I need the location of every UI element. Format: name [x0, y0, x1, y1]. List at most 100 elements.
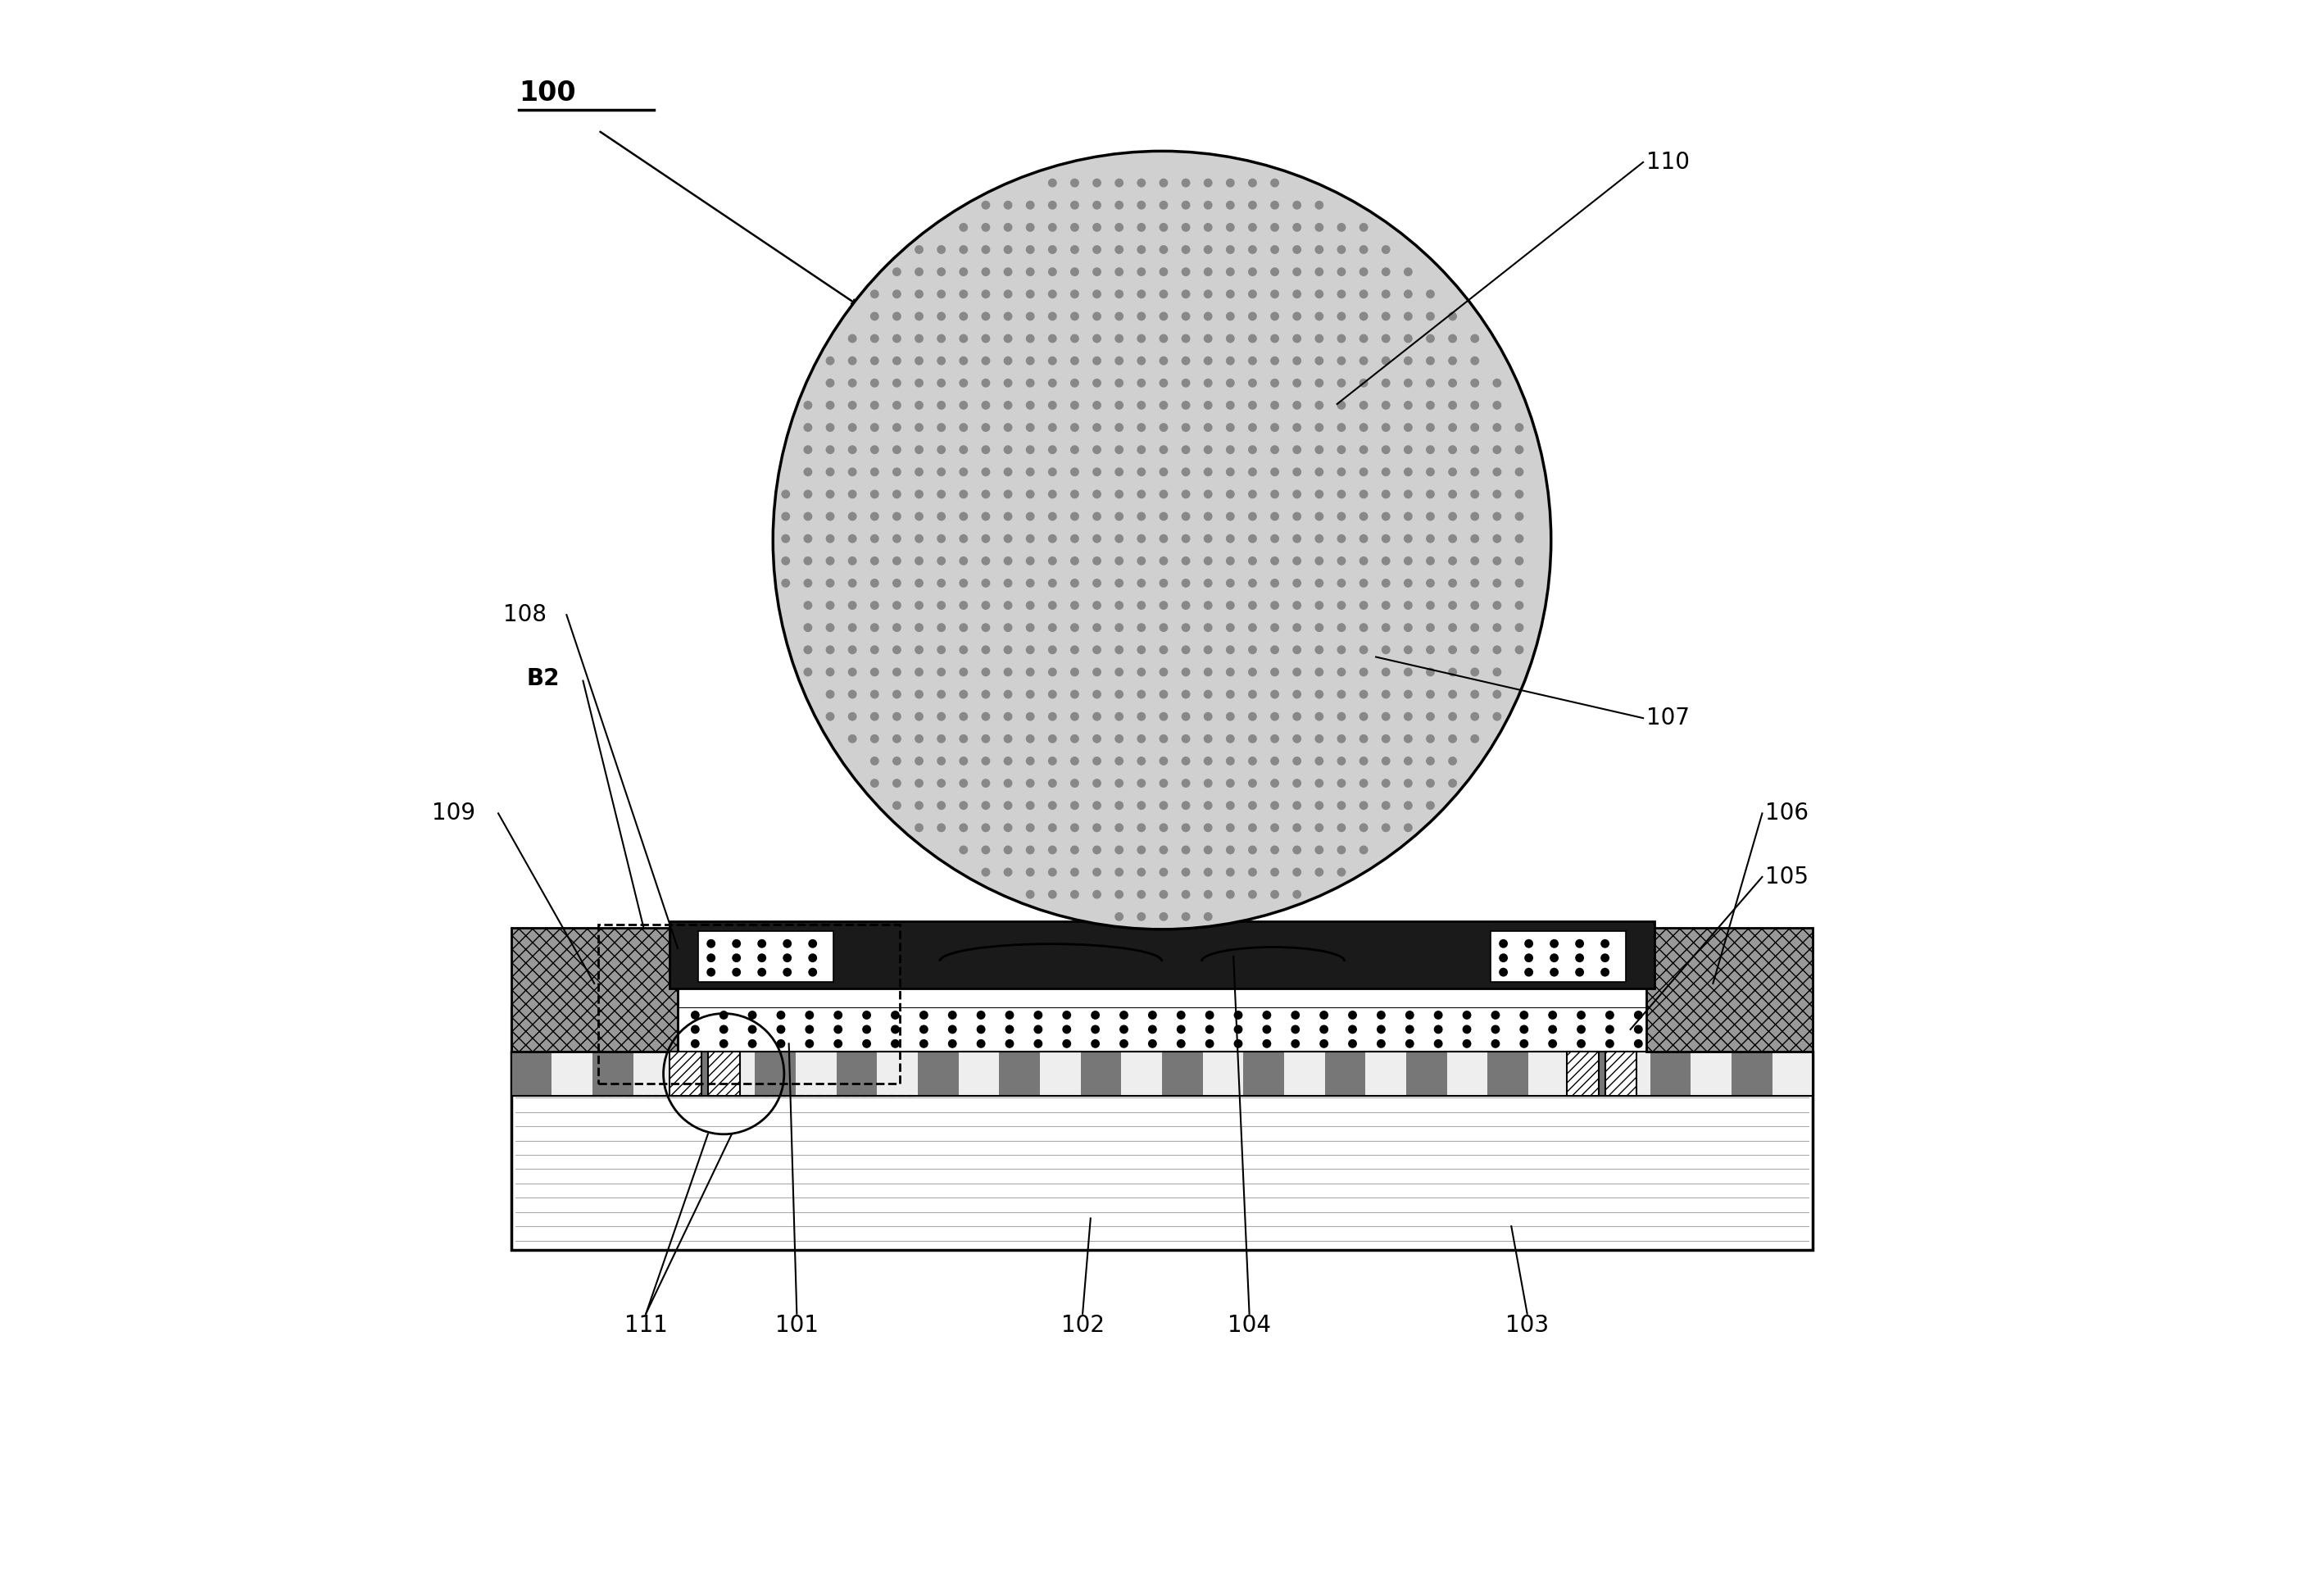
Circle shape	[1292, 689, 1301, 699]
Bar	[1611, 1051, 1650, 1096]
Circle shape	[1116, 845, 1122, 855]
Circle shape	[1290, 1040, 1299, 1048]
Circle shape	[1004, 734, 1013, 743]
Circle shape	[1360, 400, 1369, 410]
Circle shape	[1515, 467, 1525, 477]
Circle shape	[1290, 1026, 1299, 1034]
Circle shape	[1471, 711, 1480, 721]
Circle shape	[892, 490, 902, 499]
Circle shape	[1181, 689, 1190, 699]
Circle shape	[1204, 201, 1213, 209]
Bar	[1243, 1051, 1285, 1096]
Circle shape	[916, 512, 923, 522]
Circle shape	[1225, 290, 1234, 298]
Circle shape	[1004, 823, 1013, 833]
Circle shape	[1116, 823, 1122, 833]
Circle shape	[1092, 201, 1102, 209]
Circle shape	[1181, 223, 1190, 231]
Circle shape	[809, 954, 818, 962]
Circle shape	[1380, 512, 1390, 522]
Circle shape	[1471, 356, 1480, 365]
Circle shape	[1271, 423, 1278, 432]
Circle shape	[1360, 534, 1369, 542]
Circle shape	[1380, 423, 1390, 432]
Circle shape	[634, 1011, 641, 1019]
Circle shape	[960, 756, 969, 766]
Circle shape	[1248, 445, 1257, 455]
Circle shape	[892, 268, 902, 276]
Circle shape	[825, 490, 834, 499]
Circle shape	[848, 689, 858, 699]
Circle shape	[892, 711, 902, 721]
Circle shape	[1181, 668, 1190, 676]
Circle shape	[1434, 1040, 1443, 1048]
Circle shape	[1225, 668, 1234, 676]
Circle shape	[1225, 689, 1234, 699]
Circle shape	[1116, 356, 1122, 365]
Circle shape	[1025, 646, 1034, 654]
Circle shape	[804, 624, 813, 632]
Circle shape	[1271, 512, 1278, 522]
Circle shape	[1271, 378, 1278, 388]
Circle shape	[1427, 711, 1434, 721]
Circle shape	[1206, 1040, 1213, 1048]
Circle shape	[1092, 579, 1102, 587]
Circle shape	[1136, 646, 1146, 654]
Circle shape	[781, 579, 790, 587]
Circle shape	[1160, 246, 1169, 254]
Circle shape	[1048, 246, 1057, 254]
Circle shape	[981, 579, 990, 587]
Circle shape	[960, 333, 969, 343]
Circle shape	[1025, 823, 1034, 833]
Circle shape	[892, 534, 902, 542]
Circle shape	[1048, 689, 1057, 699]
Circle shape	[869, 668, 878, 676]
Circle shape	[937, 490, 946, 499]
Circle shape	[1462, 1026, 1471, 1034]
Circle shape	[916, 490, 923, 499]
Circle shape	[1492, 668, 1501, 676]
Circle shape	[662, 1011, 672, 1019]
Circle shape	[1004, 778, 1013, 788]
Bar	[1566, 1051, 1599, 1096]
Circle shape	[1160, 890, 1169, 900]
Circle shape	[1025, 313, 1034, 321]
Circle shape	[937, 624, 946, 632]
Circle shape	[1092, 534, 1102, 542]
Circle shape	[869, 734, 878, 743]
Circle shape	[748, 1040, 758, 1048]
Circle shape	[1025, 868, 1034, 877]
Circle shape	[1160, 423, 1169, 432]
Circle shape	[576, 1011, 586, 1019]
Circle shape	[1315, 268, 1325, 276]
Circle shape	[1092, 467, 1102, 477]
Circle shape	[1004, 333, 1013, 343]
Circle shape	[804, 423, 813, 432]
Circle shape	[1120, 1040, 1129, 1048]
Circle shape	[1778, 1040, 1785, 1048]
Circle shape	[1004, 290, 1013, 298]
Circle shape	[892, 689, 902, 699]
Circle shape	[1448, 579, 1457, 587]
Circle shape	[1004, 490, 1013, 499]
Circle shape	[1071, 668, 1078, 676]
Circle shape	[1090, 1040, 1099, 1048]
Circle shape	[1471, 467, 1480, 477]
Bar	[632, 1051, 674, 1096]
Circle shape	[869, 490, 878, 499]
Circle shape	[1427, 423, 1434, 432]
Circle shape	[1048, 601, 1057, 609]
Circle shape	[1160, 534, 1169, 542]
Circle shape	[1380, 801, 1390, 810]
Circle shape	[1427, 601, 1434, 609]
Circle shape	[1225, 313, 1234, 321]
Circle shape	[1160, 601, 1169, 609]
Circle shape	[916, 333, 923, 343]
Circle shape	[1136, 290, 1146, 298]
Circle shape	[960, 668, 969, 676]
Circle shape	[1025, 778, 1034, 788]
Circle shape	[892, 333, 902, 343]
Circle shape	[1176, 1011, 1185, 1019]
Circle shape	[869, 290, 878, 298]
Circle shape	[1427, 378, 1434, 388]
